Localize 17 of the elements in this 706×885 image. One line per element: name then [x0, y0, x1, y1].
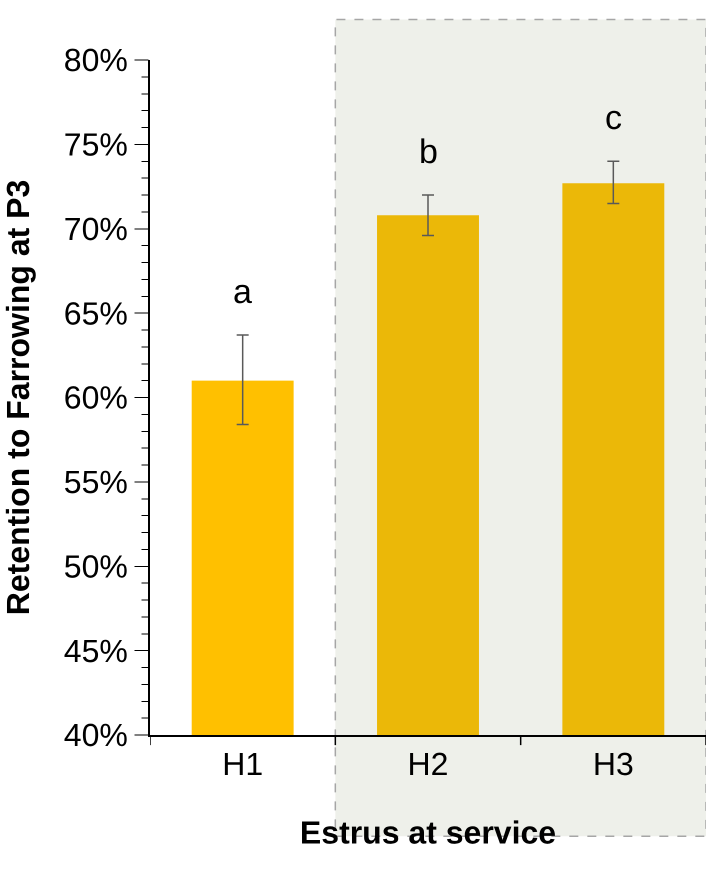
y-tick-label: 45%: [64, 632, 128, 669]
y-tick-label: 40%: [64, 717, 128, 754]
annotation: a: [233, 273, 252, 311]
y-tick-label: 55%: [64, 464, 128, 500]
annotation: c: [605, 99, 622, 137]
y-tick-label: 80%: [64, 42, 128, 78]
annotation: b: [419, 133, 438, 171]
x-tick-label: H1: [222, 746, 264, 782]
y-tick-label: 50%: [64, 548, 128, 584]
x-tick-label: H3: [592, 746, 634, 782]
y-tick-label: 70%: [64, 210, 128, 247]
y-tick-label: 65%: [64, 295, 128, 332]
y-tick-label: 60%: [64, 380, 128, 416]
x-tick-label: H2: [408, 746, 448, 782]
y-tick-label: 75%: [64, 126, 128, 163]
y-axis-title: Retention to Farrowing at P3: [0, 180, 36, 616]
x-axis-title: Estrus at service: [300, 814, 556, 851]
